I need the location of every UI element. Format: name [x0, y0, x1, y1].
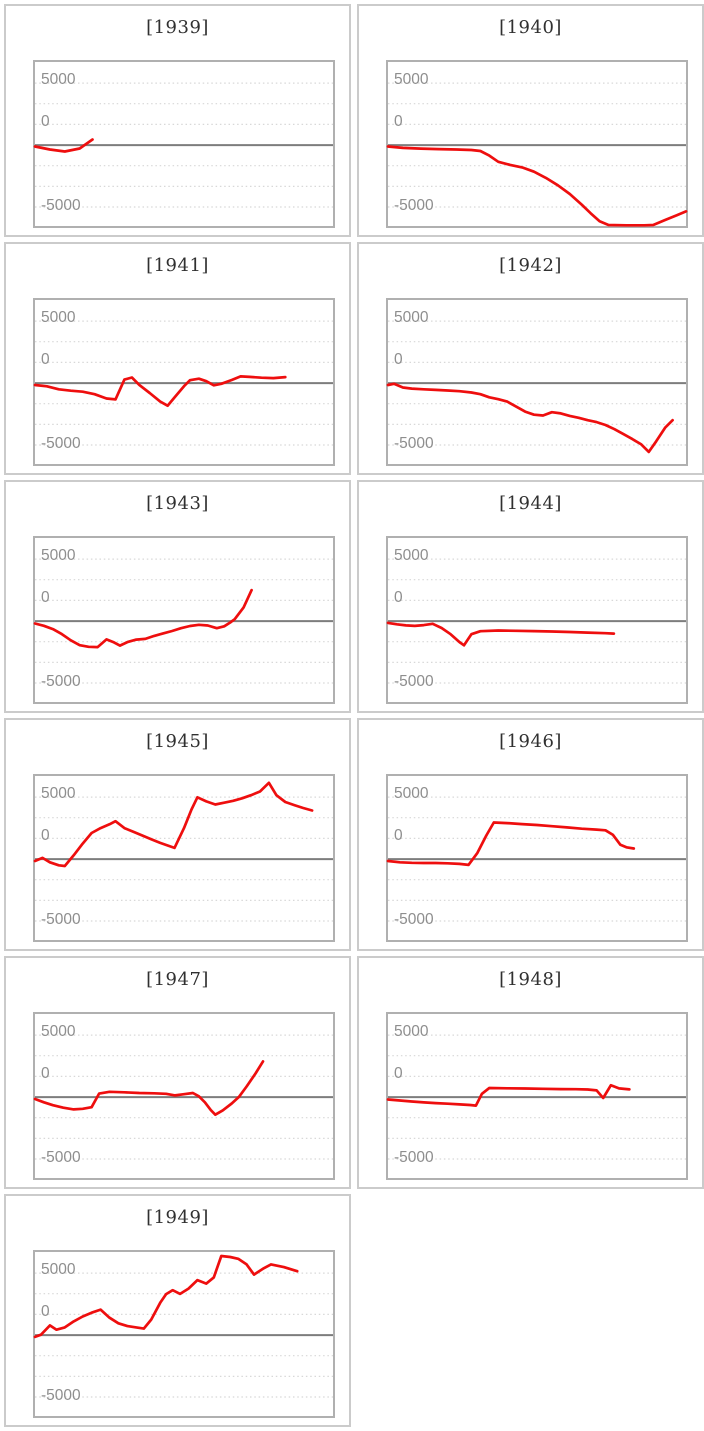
series-line [33, 1254, 299, 1339]
y-tick-label: 0 [394, 589, 403, 606]
panel-title: [1947] [146, 969, 209, 990]
series-line [33, 375, 287, 408]
panel-title: [1940] [499, 17, 562, 38]
y-tick-label: -5000 [41, 197, 81, 214]
plot-area: 5000 0 -5000 [33, 1250, 335, 1418]
panel-title: [1939] [146, 17, 209, 38]
panel-title: [1949] [146, 1207, 209, 1228]
y-tick-label: -5000 [41, 1149, 81, 1166]
panel-chart-svg: 5000 0 -5000 [33, 547, 333, 690]
y-tick-label: 0 [41, 351, 50, 368]
series-line [386, 382, 674, 454]
y-tick-label: -5000 [394, 1149, 434, 1166]
y-tick-label: -5000 [394, 673, 434, 690]
y-tick-label: 5000 [394, 785, 429, 802]
y-tick-label: 0 [41, 827, 50, 844]
panel-chart-svg: 5000 0 -5000 [386, 547, 686, 690]
chart-panel-1946: [1946] 5000 0 -5000 [357, 718, 704, 951]
panel-chart-svg: 5000 0 -5000 [386, 71, 688, 227]
panel-title: [1945] [146, 731, 209, 752]
plot-area: 5000 0 -5000 [386, 774, 688, 942]
panel-chart-svg: 5000 0 -5000 [33, 309, 333, 452]
chart-panel-1940: [1940] 5000 0 -5000 [357, 4, 704, 237]
y-tick-label: -5000 [394, 911, 434, 928]
chart-panel-1947: [1947] 5000 0 -5000 [4, 956, 351, 1189]
chart-panel-1945: [1945] 5000 0 -5000 [4, 718, 351, 951]
chart-panel-1949: [1949] 5000 0 -5000 [4, 1194, 351, 1427]
series-line [33, 138, 94, 153]
y-tick-label: 5000 [394, 547, 429, 564]
y-tick-label: 0 [41, 589, 50, 606]
chart-panel-1943: [1943] 5000 0 -5000 [4, 480, 351, 713]
panel-chart-svg: 5000 0 -5000 [33, 1023, 333, 1166]
y-tick-label: 0 [41, 113, 50, 130]
panel-chart-svg: 5000 0 -5000 [386, 309, 686, 454]
plot-area: 5000 0 -5000 [386, 60, 688, 228]
chart-panel-1942: [1942] 5000 0 -5000 [357, 242, 704, 475]
plot-area: 5000 0 -5000 [33, 536, 335, 704]
y-tick-label: -5000 [41, 673, 81, 690]
series-line [386, 145, 688, 227]
panel-chart-svg: 5000 0 -5000 [33, 71, 333, 214]
y-tick-label: 0 [394, 827, 403, 844]
panel-title: [1948] [499, 969, 562, 990]
panel-chart-svg: 5000 0 -5000 [33, 1254, 333, 1404]
y-tick-label: 5000 [394, 71, 429, 88]
y-tick-label: 5000 [394, 1023, 429, 1040]
chart-panel-1944: [1944] 5000 0 -5000 [357, 480, 704, 713]
chart-panel-1948: [1948] 5000 0 -5000 [357, 956, 704, 1189]
plot-area: 5000 0 -5000 [386, 536, 688, 704]
panel-chart-svg: 5000 0 -5000 [386, 1023, 686, 1166]
y-tick-label: 5000 [41, 785, 76, 802]
series-line [33, 588, 253, 649]
y-tick-label: 5000 [41, 309, 76, 326]
y-tick-label: 0 [394, 113, 403, 130]
y-tick-label: -5000 [394, 197, 434, 214]
y-tick-label: 5000 [41, 1023, 76, 1040]
panel-title: [1942] [499, 255, 562, 276]
y-tick-label: 5000 [41, 547, 76, 564]
chart-panel-1941: [1941] 5000 0 -5000 [4, 242, 351, 475]
y-tick-label: 5000 [41, 1261, 76, 1278]
plot-area: 5000 0 -5000 [33, 1012, 335, 1180]
panel-title: [1946] [499, 731, 562, 752]
y-tick-label: 0 [394, 351, 403, 368]
panel-title: [1943] [146, 493, 209, 514]
series-line [33, 1060, 265, 1117]
panel-title: [1944] [499, 493, 562, 514]
plot-area: 5000 0 -5000 [33, 60, 335, 228]
plot-area: 5000 0 -5000 [33, 298, 335, 466]
y-tick-label: -5000 [41, 435, 81, 452]
y-tick-label: 5000 [41, 71, 76, 88]
plot-area: 5000 0 -5000 [386, 1012, 688, 1180]
series-line [386, 621, 616, 647]
y-tick-label: 0 [394, 1065, 403, 1082]
y-tick-label: 5000 [394, 309, 429, 326]
y-tick-label: -5000 [394, 435, 434, 452]
series-line [386, 1083, 631, 1107]
y-tick-label: -5000 [41, 1387, 81, 1404]
panel-chart-svg: 5000 0 -5000 [33, 781, 333, 928]
chart-panel-1939: [1939] 5000 0 -5000 [4, 4, 351, 237]
y-tick-label: 0 [41, 1303, 50, 1320]
series-line [386, 821, 636, 867]
y-tick-label: 0 [41, 1065, 50, 1082]
panel-chart-svg: 5000 0 -5000 [386, 785, 686, 928]
panel-title: [1941] [146, 255, 209, 276]
plot-area: 5000 0 -5000 [33, 774, 335, 942]
series-line [33, 781, 314, 868]
plot-area: 5000 0 -5000 [386, 298, 688, 466]
y-tick-label: -5000 [41, 911, 81, 928]
